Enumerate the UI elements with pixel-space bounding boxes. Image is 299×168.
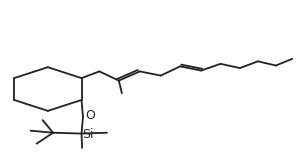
Text: Si: Si — [82, 128, 94, 141]
Text: O: O — [86, 109, 95, 122]
